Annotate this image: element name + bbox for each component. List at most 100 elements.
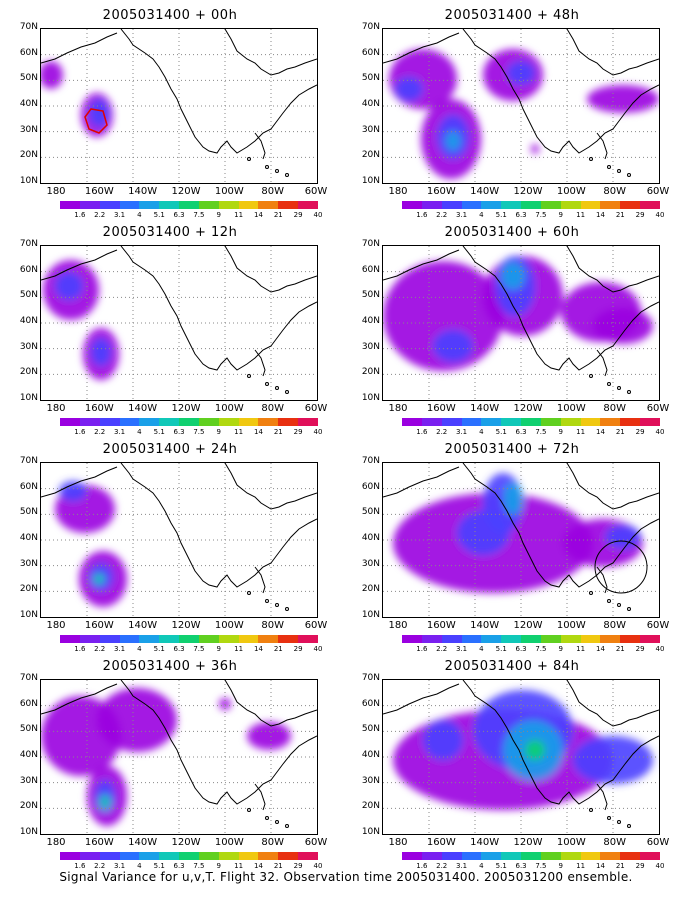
lon-tick-label: 80W: [261, 620, 284, 631]
colorbar-swatch: [179, 201, 199, 209]
colorbar-swatch: [501, 201, 522, 209]
colorbar-label: 7.5: [193, 211, 205, 219]
lat-tick-label: 10N: [361, 827, 380, 837]
variance-map: [382, 679, 660, 835]
colorbar-label: 1.6: [416, 428, 428, 436]
coastline: [383, 683, 460, 715]
colorbar-swatch: [481, 201, 502, 209]
colorbar-label: 4: [137, 645, 142, 653]
lat-tick-label: 50N: [19, 290, 38, 301]
colorbar-label: 7.5: [535, 645, 547, 653]
colorbar-label: 11: [576, 211, 586, 219]
lat-tick-label: 10N: [19, 827, 38, 837]
colorbar-swatch: [79, 635, 100, 643]
colorbar-label: 9: [558, 645, 563, 653]
colorbar-swatch: [481, 852, 502, 860]
colorbar-swatch: [119, 635, 140, 643]
target-circle: [594, 540, 648, 594]
coastline: [120, 246, 317, 371]
lon-tick-label: 180: [388, 837, 408, 848]
lat-tick-label: 60N: [361, 47, 380, 58]
colorbar-swatch: [79, 201, 100, 209]
colorbar-swatch: [421, 201, 442, 209]
coastline: [41, 466, 118, 498]
coastline: [224, 463, 317, 510]
colorbar-label: 14: [595, 428, 605, 436]
variance-map: [382, 462, 660, 618]
colorbar-swatch: [198, 201, 219, 209]
island: [607, 382, 611, 386]
colorbar-label: 11: [234, 211, 244, 219]
lat-tick-label: 70N: [361, 239, 380, 249]
lat-tick-label: 40N: [361, 99, 380, 109]
colorbar-label: 7.5: [193, 428, 205, 436]
colorbar-swatch: [79, 852, 100, 860]
colorbar-label: 5.1: [153, 862, 165, 870]
colorbar-label: 5.1: [153, 428, 165, 436]
lat-tick-label: 20N: [361, 367, 380, 378]
colorbar-label: 2.2: [436, 862, 448, 870]
lat-tick-label: 10N: [19, 393, 38, 403]
lat-tick-label: 40N: [361, 750, 380, 760]
colorbar-label: 6.3: [173, 428, 185, 436]
variance-region: [593, 308, 653, 344]
island: [285, 607, 289, 611]
colorbar-label: 3.1: [455, 862, 468, 870]
colorbar-swatch: [179, 852, 199, 860]
coastline: [566, 680, 659, 727]
colorbar-swatch: [99, 201, 120, 209]
colorbar-label: 6.3: [173, 645, 185, 653]
colorbar: [402, 201, 660, 209]
colorbar-label: 3.1: [113, 862, 126, 870]
colorbar-label: 5.1: [153, 211, 165, 219]
colorbar-label: 1.6: [74, 645, 86, 653]
colorbar-swatch: [620, 635, 641, 643]
lat-tick-label: 70N: [361, 456, 380, 466]
colorbar-swatch: [139, 635, 160, 643]
coastline: [462, 680, 659, 805]
colorbar-label: 14: [253, 862, 263, 870]
colorbar-label: 3.1: [455, 645, 468, 653]
lat-tick-label: 70N: [361, 22, 380, 32]
lat-tick-label: 20N: [361, 584, 380, 595]
colorbar-label: 7.5: [193, 645, 205, 653]
colorbar-swatch: [258, 418, 279, 426]
lat-tick-label: 30N: [361, 775, 380, 786]
lat-tick-label: 20N: [19, 801, 38, 812]
variance-map: [40, 28, 318, 184]
coastline: [596, 132, 608, 160]
lon-tick-label: 180: [46, 186, 66, 197]
colorbar-swatch: [501, 418, 522, 426]
colorbar-label: 29: [293, 645, 303, 653]
lon-tick-label: 100W: [214, 837, 244, 848]
colorbar-label: 3.1: [113, 211, 126, 219]
variance-map: [382, 245, 660, 401]
coastline: [41, 249, 118, 281]
lat-tick-label: 10N: [361, 610, 380, 620]
lat-tick-label: 50N: [19, 507, 38, 518]
lon-tick-label: 120W: [513, 186, 543, 197]
colorbar-swatch: [298, 201, 318, 209]
island: [617, 386, 621, 390]
island: [617, 603, 621, 607]
colorbar-label: 29: [635, 428, 645, 436]
colorbar-label: 1.6: [74, 862, 86, 870]
colorbar-label: 4: [479, 862, 484, 870]
island: [627, 607, 631, 611]
colorbar-label: 21: [615, 862, 625, 870]
island: [589, 591, 593, 595]
lon-tick-label: 100W: [556, 837, 586, 848]
lon-tick-label: 60W: [304, 403, 328, 414]
lon-tick-label: 160W: [426, 620, 456, 631]
colorbar-label: 21: [273, 645, 283, 653]
island: [275, 603, 279, 607]
colorbar-swatch: [218, 852, 239, 860]
panel-title: 2005031400 + 24h: [102, 442, 238, 457]
colorbar-label: 40: [313, 211, 323, 219]
island: [589, 157, 593, 161]
variance-region: [91, 338, 111, 366]
colorbar-swatch: [521, 635, 541, 643]
colorbar-swatch: [501, 635, 522, 643]
colorbar-label: 7.5: [193, 862, 205, 870]
lon-tick-label: 100W: [214, 186, 244, 197]
